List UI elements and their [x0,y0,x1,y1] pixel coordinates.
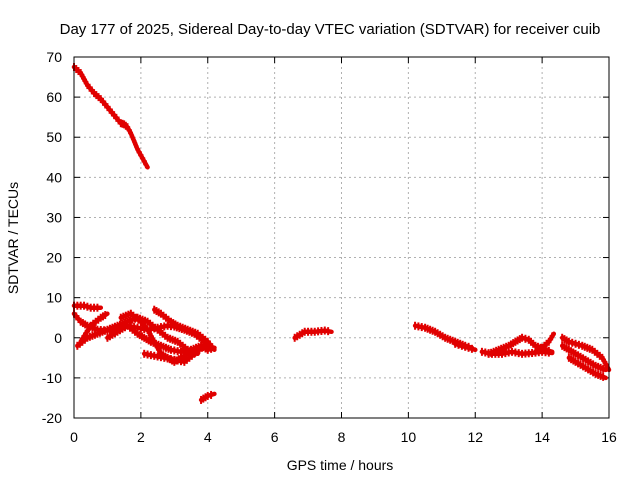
series-arc-13 [452,339,478,353]
chart-title: Day 177 of 2025, Sidereal Day-to-day VTE… [60,21,601,38]
x-tick-label: 4 [204,429,212,445]
series-arc-5 [78,311,110,346]
y-tick-label: 20 [46,250,62,266]
y-axis-label: SDTVAR / TECUs [5,182,21,294]
data-series [71,63,612,404]
x-tick-label: 2 [137,429,145,445]
y-tick-label: -20 [42,410,62,426]
y-tick-label: 10 [46,290,62,306]
series-arc-9 [152,305,217,353]
y-tick-label: 70 [46,49,62,65]
tick-labels: 0 2 4 6 8 10 12 14 16 -20 -10 0 10 20 30 40 50 60 70 [42,49,617,445]
x-axis-label: GPS time / hours [287,457,394,473]
series-arc-11 [292,326,334,342]
x-tick-label: 16 [601,429,617,445]
series-arc-17 [559,333,612,373]
series-arc-18 [559,341,608,373]
y-tick-label: 50 [46,129,62,145]
x-tick-label: 14 [534,429,550,445]
series-arc-10 [198,390,217,404]
y-tick-label: -10 [42,370,62,386]
x-tick-label: 12 [467,429,483,445]
series-arc-2 [71,301,104,312]
plot-frame [73,56,610,419]
y-tick-label: 0 [54,330,62,346]
grid-lines [74,57,609,418]
x-tick-label: 0 [70,429,78,445]
x-tick-label: 6 [271,429,279,445]
y-tick-label: 40 [46,169,62,185]
series-arc-16 [533,331,557,356]
x-tick-label: 10 [401,429,417,445]
x-tick-label: 8 [338,429,346,445]
y-tick-label: 60 [46,89,62,105]
series-arc-8 [141,341,217,366]
series-arc-19 [566,353,608,381]
y-tick-label: 30 [46,209,62,225]
series-arc-1 [71,63,150,170]
